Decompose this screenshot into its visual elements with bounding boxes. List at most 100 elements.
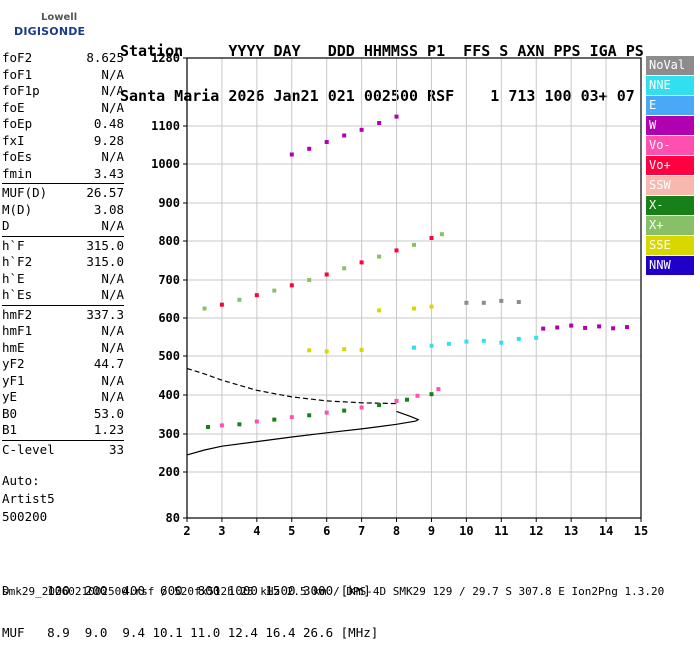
param-row: fmin 3.43: [2, 166, 124, 183]
param-label: h`E: [2, 270, 25, 286]
legend-item: NNE: [646, 76, 694, 95]
param-value: N/A: [101, 66, 124, 82]
legend-item: SSW: [646, 176, 694, 195]
data-point: [534, 335, 539, 340]
data-point: [412, 242, 416, 247]
param-value: 315.0: [86, 237, 124, 253]
data-point: [342, 133, 347, 138]
param-value: N/A: [101, 83, 124, 98]
param-row: foF1p N/A: [2, 83, 124, 100]
data-point: [405, 397, 409, 402]
data-point: [436, 387, 441, 392]
data-point: [359, 127, 364, 132]
param-label: hmE: [2, 339, 25, 355]
data-point: [499, 340, 504, 345]
param-label: C-level: [2, 441, 55, 457]
data-point: [464, 339, 469, 344]
param-label: foF1p: [2, 83, 40, 98]
param-label: MUF(D): [2, 185, 48, 200]
param-label: yE: [2, 389, 18, 404]
param-label: yF2: [2, 356, 25, 371]
param-label: h`F: [2, 237, 25, 253]
param-value: 26.57: [86, 185, 124, 200]
x-tick-label: 9: [428, 524, 435, 538]
y-tick-label: 300: [158, 427, 180, 441]
param-row: h`F 315.0: [2, 238, 124, 255]
data-point: [377, 121, 382, 125]
data-point: [625, 325, 629, 330]
param-value: 33: [108, 441, 124, 457]
legend-item: NoVal: [646, 56, 694, 75]
data-point: [569, 323, 574, 328]
ionogram-chart: 2 3 4 5 6 7 8 9 10 11 12 13 14 15 80 200 300 400 500 600 700…: [151, 51, 648, 538]
legend-item: W: [646, 116, 694, 135]
parameter-panel: foF2 8.625 foF1 N/A foF1p N/A foE N/A foEp 0.48 fx…: [2, 50, 124, 458]
param-value: N/A: [101, 339, 124, 355]
data-point: [359, 405, 364, 410]
param-separator: [2, 304, 124, 306]
data-point: [394, 248, 399, 253]
param-row: h`E N/A: [2, 271, 124, 288]
param-row: foEp 0.48: [2, 116, 124, 133]
data-point: [377, 254, 382, 259]
data-point: [202, 306, 207, 311]
param-label: B0: [2, 405, 18, 421]
y-tick-label: 1100: [151, 119, 180, 133]
digisonde-logo: Lowell DIGISONDE: [4, 12, 85, 42]
y-tick-label: 800: [158, 234, 180, 248]
param-row: yF2 44.7: [2, 356, 124, 373]
data-point: [324, 272, 329, 277]
data-point: [429, 236, 434, 240]
data-point: [415, 393, 420, 398]
data-point: [289, 152, 294, 157]
param-value: 53.0: [93, 405, 124, 421]
x-tick-label: 6: [323, 524, 330, 538]
data-point: [307, 413, 312, 418]
param-value: 8.625: [86, 50, 124, 65]
data-point: [439, 232, 444, 237]
distance-row: D 100 200 400 600 800 1000 1500 3000 [km…: [2, 583, 371, 598]
y-tick-label: 500: [158, 349, 180, 363]
param-label: fxI: [2, 132, 25, 148]
y-tick-label: 700: [158, 273, 180, 287]
param-row: hmF1 N/A: [2, 323, 124, 340]
data-point: [324, 349, 329, 354]
param-label: hmF2: [2, 306, 33, 322]
x-tick-label: 14: [599, 524, 613, 538]
data-point: [394, 114, 399, 119]
param-row: foEs N/A: [2, 149, 124, 166]
data-point: [541, 326, 546, 331]
param-row: C-level 33: [2, 442, 124, 459]
x-tick-label: 2: [183, 524, 190, 538]
data-point: [516, 336, 521, 341]
x-tick-label: 5: [288, 524, 295, 538]
param-row: foE N/A: [2, 100, 124, 117]
data-point: [499, 298, 504, 303]
param-value: 315.0: [86, 254, 124, 269]
param-value: N/A: [101, 149, 124, 164]
param-label: B1: [2, 422, 18, 437]
data-point: [254, 293, 259, 298]
muf-row: MUF 8.9 9.0 9.4 10.1 11.0 12.4 16.4 26.6…: [2, 625, 379, 640]
data-point: [412, 345, 416, 350]
data-point: [555, 325, 560, 330]
x-tick-label: 11: [494, 524, 508, 538]
param-separator: [2, 183, 124, 184]
auto-artist: Artist5: [2, 491, 55, 506]
param-row: foF1 N/A: [2, 67, 124, 84]
param-label: foEs: [2, 149, 33, 164]
param-label: yF1: [2, 372, 25, 388]
autoscaling-info: Auto: Artist5 500200: [2, 472, 55, 526]
param-label: D: [2, 218, 10, 233]
y-tick-label: 80: [166, 511, 180, 525]
x-tick-label: 4: [253, 524, 260, 538]
legend-item: X-: [646, 196, 694, 215]
legend-item: Vo+: [646, 156, 694, 175]
param-value: N/A: [101, 218, 124, 233]
y-tick-label: 900: [158, 196, 180, 210]
data-point: [342, 266, 347, 271]
data-point: [481, 338, 486, 343]
y-tick-label: 600: [158, 311, 180, 325]
param-value: N/A: [101, 323, 124, 338]
param-value: 9.28: [93, 132, 124, 148]
